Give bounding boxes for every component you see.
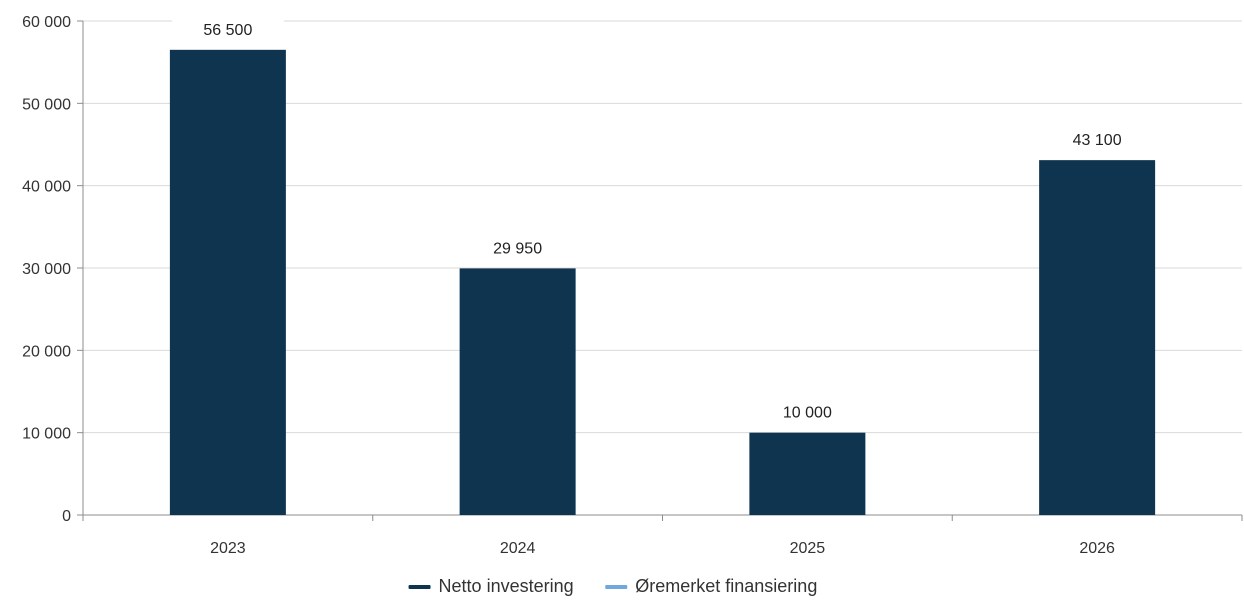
data-label-background [1041,125,1154,154]
y-tick-label: 40 000 [22,179,71,196]
data-label-2025: 10 000 [783,405,832,422]
data-label-background [461,233,574,262]
legend-swatch [605,585,628,589]
y-tick-label: 50 000 [22,96,71,113]
y-tick-label: 10 000 [22,426,71,443]
data-label-2024: 29 950 [493,240,542,257]
legend-label: Øremerket finansiering [635,576,817,596]
bar-2024 [459,268,576,515]
legend: Netto investering Øremerket finansiering [408,576,817,596]
data-label-2023: 56 500 [203,22,252,39]
x-tick-label: 2026 [1079,540,1115,557]
x-tick-label: 2024 [500,540,536,557]
data-label-background [171,14,284,43]
bar-2023 [169,49,286,516]
legend-label: Netto investering [439,576,574,596]
bar-2025 [749,432,866,515]
bars [169,49,1156,516]
y-tick-label: 0 [62,508,71,525]
y-tick-label: 30 000 [22,261,71,278]
data-labels: 56 500 29 950 10 000 43 100 [171,14,1154,426]
y-tick-label: 20 000 [22,343,71,360]
legend-swatch [408,585,431,589]
bar-2026 [1039,160,1156,516]
data-label-2026: 43 100 [1073,132,1122,149]
x-tick-label: 2025 [790,540,826,557]
x-tick-label: 2023 [210,540,246,557]
y-tick-label: 60 000 [22,14,71,31]
data-label-background [751,397,864,426]
